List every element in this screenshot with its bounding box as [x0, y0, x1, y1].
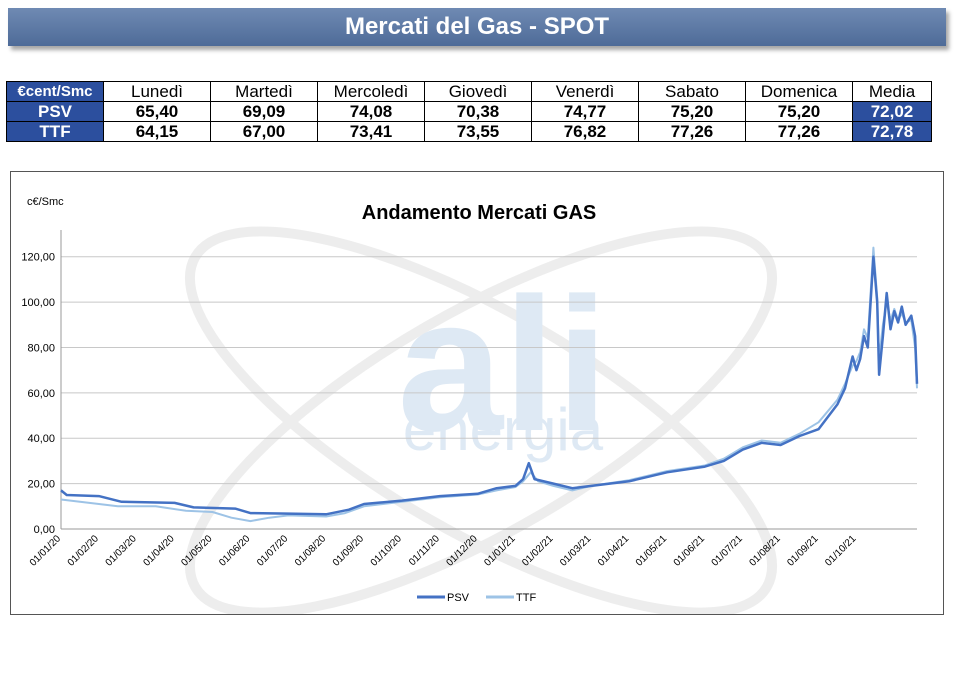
y-tick-label: 120,00: [21, 252, 55, 264]
line-chart: ali energia c€/Smc Andamento Mercati GAS…: [21, 196, 919, 618]
y-tick-label: 60,00: [27, 388, 55, 400]
x-tick-label: 01/06/20: [217, 533, 253, 569]
x-tick-label: 01/03/21: [558, 533, 594, 569]
watermark-subtext: energia: [403, 396, 604, 463]
x-tick-label: 01/08/20: [293, 533, 329, 569]
x-tick-label: 01/04/20: [141, 533, 177, 569]
table-cell: 76,82: [531, 121, 639, 142]
day-header: Sabato: [638, 81, 746, 102]
avg-cell: 72,02: [852, 101, 932, 122]
day-header: Venerdì: [531, 81, 639, 102]
table-header-row: €cent/Smc Lunedì Martedì Mercoledì Giove…: [6, 81, 932, 102]
table-cell: 70,38: [424, 101, 532, 122]
table-cell: 73,55: [424, 121, 532, 142]
x-tick-label: 01/10/20: [369, 533, 405, 569]
table-cell: 73,41: [317, 121, 425, 142]
avg-header: Media: [852, 81, 932, 102]
table-cell: 75,20: [745, 101, 853, 122]
y-axis-label: c€/Smc: [27, 196, 64, 208]
chart-frame: ali energia c€/Smc Andamento Mercati GAS…: [10, 171, 944, 618]
y-tick-label: 100,00: [21, 297, 55, 309]
table-cell: 74,77: [531, 101, 639, 122]
title-banner: Mercati del Gas - SPOT: [8, 8, 946, 46]
series-line-psv: [60, 255, 919, 516]
legend-label-psv: PSV: [447, 592, 470, 604]
x-tick-label: 01/02/21: [520, 533, 556, 569]
y-tick-label: 40,00: [27, 433, 55, 445]
x-tick-label: 01/10/21: [823, 533, 859, 569]
x-tick-label: 01/03/20: [104, 533, 140, 569]
row-label: TTF: [6, 121, 104, 142]
table-cell: 67,00: [210, 121, 318, 142]
x-tick-label: 01/05/21: [634, 533, 670, 569]
x-tick-label: 01/07/21: [710, 533, 746, 569]
table-cell: 75,20: [638, 101, 746, 122]
x-tick-label: 01/06/21: [672, 533, 708, 569]
table-cell: 65,40: [103, 101, 211, 122]
x-tick-label: 01/09/21: [785, 533, 821, 569]
table-row: TTF 64,15 67,00 73,41 73,55 76,82 77,26 …: [6, 121, 932, 142]
banner-title: Mercati del Gas - SPOT: [344, 13, 610, 40]
x-tick-label: 01/07/20: [255, 533, 291, 569]
x-tick-label: 01/04/21: [596, 533, 632, 569]
table-cell: 77,26: [745, 121, 853, 142]
price-table: €cent/Smc Lunedì Martedì Mercoledì Giove…: [6, 81, 932, 142]
table-cell: 74,08: [317, 101, 425, 122]
day-header: Giovedì: [424, 81, 532, 102]
x-tick-label: 01/09/20: [331, 533, 367, 569]
day-header: Domenica: [745, 81, 853, 102]
table-cell: 64,15: [103, 121, 211, 142]
table-row: PSV 65,40 69,09 74,08 70,38 74,77 75,20 …: [6, 101, 932, 122]
y-tick-label: 0,00: [34, 524, 55, 536]
table-cell: 77,26: [638, 121, 746, 142]
x-tick-label: 01/02/20: [66, 533, 102, 569]
x-tick-label: 01/01/20: [28, 533, 64, 569]
table-cell: 69,09: [210, 101, 318, 122]
unit-header: €cent/Smc: [6, 81, 104, 102]
series-lines: [60, 246, 919, 523]
row-label: PSV: [6, 101, 104, 122]
watermark: ali energia: [184, 226, 778, 618]
y-tick-labels: 0,00 20,00 40,00 60,00 80,00 100,00 120,00: [21, 252, 55, 536]
grid-lines: [60, 230, 917, 530]
day-header: Martedì: [210, 81, 318, 102]
chart-title: Andamento Mercati GAS: [362, 202, 596, 224]
legend-label-ttf: TTF: [516, 592, 536, 604]
day-header: Lunedì: [103, 81, 211, 102]
day-header: Mercoledì: [317, 81, 425, 102]
avg-cell: 72,78: [852, 121, 932, 142]
y-tick-label: 20,00: [27, 479, 55, 491]
legend: PSV TTF: [417, 592, 536, 604]
y-tick-label: 80,00: [27, 342, 55, 354]
watermark-logo: ali: [397, 259, 608, 471]
